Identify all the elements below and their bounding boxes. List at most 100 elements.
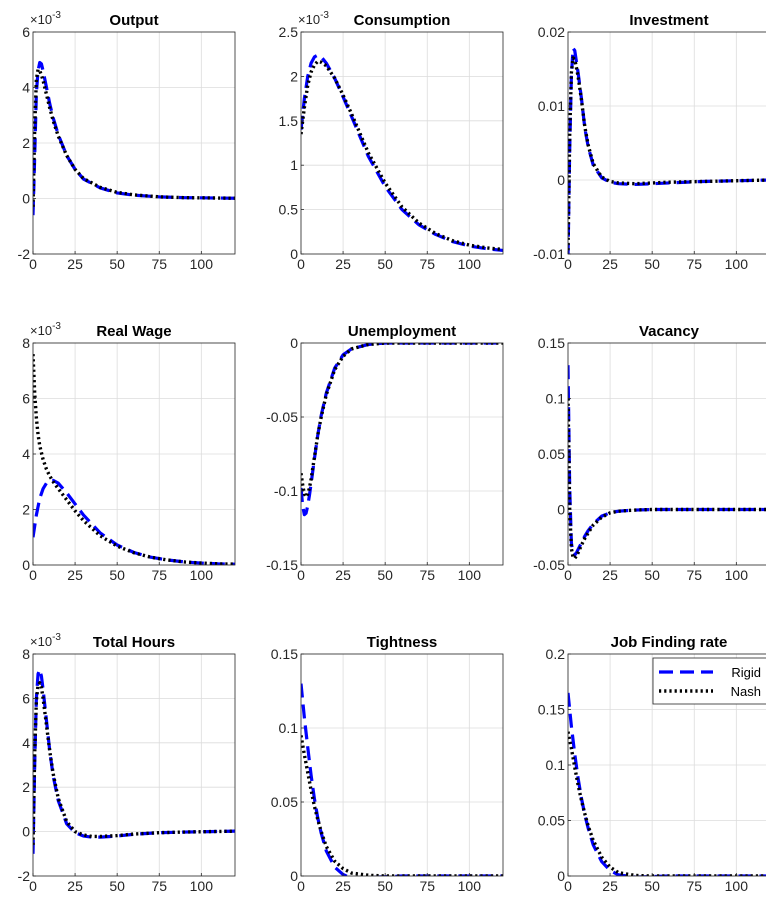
x-tick-label: 25: [335, 878, 351, 894]
y-tick-label: 0: [22, 191, 30, 207]
x-tick-label: 25: [67, 256, 83, 272]
x-tick-label: 50: [377, 878, 393, 894]
y-tick-label: -0.05: [533, 557, 565, 573]
axis-exponent-label: ×10-3: [30, 321, 61, 338]
y-tick-label: -0.1: [274, 483, 298, 499]
subplot-consumption: 0 25 50 75 100 0 0.5 1 1.5 2 2.5×10-3 Consumption: [279, 10, 504, 272]
series-line-rigid: [301, 343, 503, 517]
x-tick-label: 0: [29, 567, 37, 583]
series-line-nash: [568, 56, 766, 251]
y-tick-label: 2: [290, 68, 298, 84]
y-tick-label: 0: [290, 246, 298, 262]
x-tick-label: 100: [190, 567, 214, 583]
x-tick-label: 75: [151, 878, 167, 894]
subplot-title: Investment: [629, 12, 708, 29]
series-line-nash: [301, 735, 503, 876]
x-tick-label: 0: [564, 256, 572, 272]
x-tick-label: 75: [419, 256, 435, 272]
y-tick-label: -2: [18, 868, 31, 884]
x-tick-label: 100: [725, 567, 749, 583]
subplot-real-wage: 0 25 50 75 100 0 2 4 6 8×10-3 Real Wage: [22, 321, 236, 583]
x-tick-label: 50: [109, 878, 125, 894]
y-tick-label: 6: [22, 391, 30, 407]
x-tick-label: 25: [335, 567, 351, 583]
y-tick-label: 4: [22, 446, 30, 462]
y-tick-label: 0.1: [279, 720, 299, 736]
x-tick-label: 50: [644, 567, 660, 583]
axes-box: [300, 653, 504, 877]
x-tick-label: 25: [67, 567, 83, 583]
x-tick-label: 0: [564, 567, 572, 583]
x-tick-label: 0: [564, 878, 572, 894]
x-tick-label: 0: [297, 567, 305, 583]
subplot-title: Consumption: [354, 12, 451, 29]
x-tick-label: 75: [419, 567, 435, 583]
y-tick-label: 4: [22, 735, 30, 751]
y-tick-label: -2: [18, 246, 31, 262]
series-line-nash: [301, 59, 503, 252]
axes-box: [32, 653, 236, 877]
y-tick-label: 8: [22, 335, 30, 351]
legend: Rigid Nash: [652, 657, 766, 705]
x-tick-label: 0: [297, 878, 305, 894]
x-tick-label: 75: [151, 567, 167, 583]
y-tick-label: 0.02: [538, 24, 565, 40]
x-tick-label: 25: [602, 567, 618, 583]
y-tick-label: 1.5: [279, 113, 299, 129]
x-tick-label: 25: [602, 256, 618, 272]
subplot-tightness: 0 25 50 75 100 0 0.05 0.1 0.15 Tightness: [271, 634, 504, 894]
y-tick-label: 6: [22, 690, 30, 706]
x-tick-label: 25: [335, 256, 351, 272]
x-tick-label: 75: [151, 256, 167, 272]
y-tick-label: 0.2: [546, 646, 566, 662]
x-tick-label: 50: [644, 256, 660, 272]
y-tick-label: -0.15: [266, 557, 298, 573]
plot-area: [568, 32, 766, 254]
axes-box: [300, 342, 504, 566]
legend-label-rigid: Rigid: [731, 665, 761, 680]
x-tick-label: 50: [109, 256, 125, 272]
x-tick-label: 50: [109, 567, 125, 583]
x-tick-label: 100: [190, 256, 214, 272]
x-tick-label: 100: [458, 567, 482, 583]
subplot-unemployment: 0 25 50 75 100 -0.15 -0.1 -0.05 0 Unemployment: [266, 323, 504, 583]
y-tick-label: 1: [290, 157, 298, 173]
x-tick-label: 75: [686, 256, 702, 272]
subplot-title: Job Finding rate: [611, 634, 728, 651]
subplot-title: Tightness: [367, 634, 438, 651]
series-line-rigid: [568, 692, 766, 876]
axis-exponent-label: ×10-3: [30, 10, 61, 27]
y-tick-label: 0: [22, 557, 30, 573]
legend-label-nash: Nash: [731, 684, 761, 699]
x-tick-label: 50: [644, 878, 660, 894]
x-tick-label: 75: [419, 878, 435, 894]
subplot-title: Output: [109, 12, 158, 29]
y-tick-label: 2: [22, 135, 30, 151]
plot-area: [33, 654, 235, 876]
y-tick-label: 0.05: [538, 813, 565, 829]
y-tick-label: 0: [557, 172, 565, 188]
axis-exponent-label: ×10-3: [298, 10, 329, 27]
x-tick-label: 25: [602, 878, 618, 894]
y-tick-label: 6: [22, 24, 30, 40]
x-tick-label: 50: [377, 256, 393, 272]
x-tick-label: 50: [377, 567, 393, 583]
y-tick-label: 0: [290, 868, 298, 884]
y-tick-label: -0.05: [266, 409, 298, 425]
series-line-rigid: [33, 478, 235, 565]
y-tick-label: 0: [557, 868, 565, 884]
y-tick-label: 0.05: [538, 446, 565, 462]
y-tick-label: 2: [22, 779, 30, 795]
x-tick-label: 0: [297, 256, 305, 272]
x-tick-label: 100: [458, 256, 482, 272]
axes-box: [567, 31, 766, 255]
series-line-nash: [33, 681, 235, 845]
subplot-title: Total Hours: [93, 634, 175, 651]
y-tick-label: 0.01: [538, 98, 565, 114]
plot-area: [301, 654, 503, 876]
y-tick-label: 0: [22, 824, 30, 840]
y-tick-label: 0.15: [271, 646, 298, 662]
